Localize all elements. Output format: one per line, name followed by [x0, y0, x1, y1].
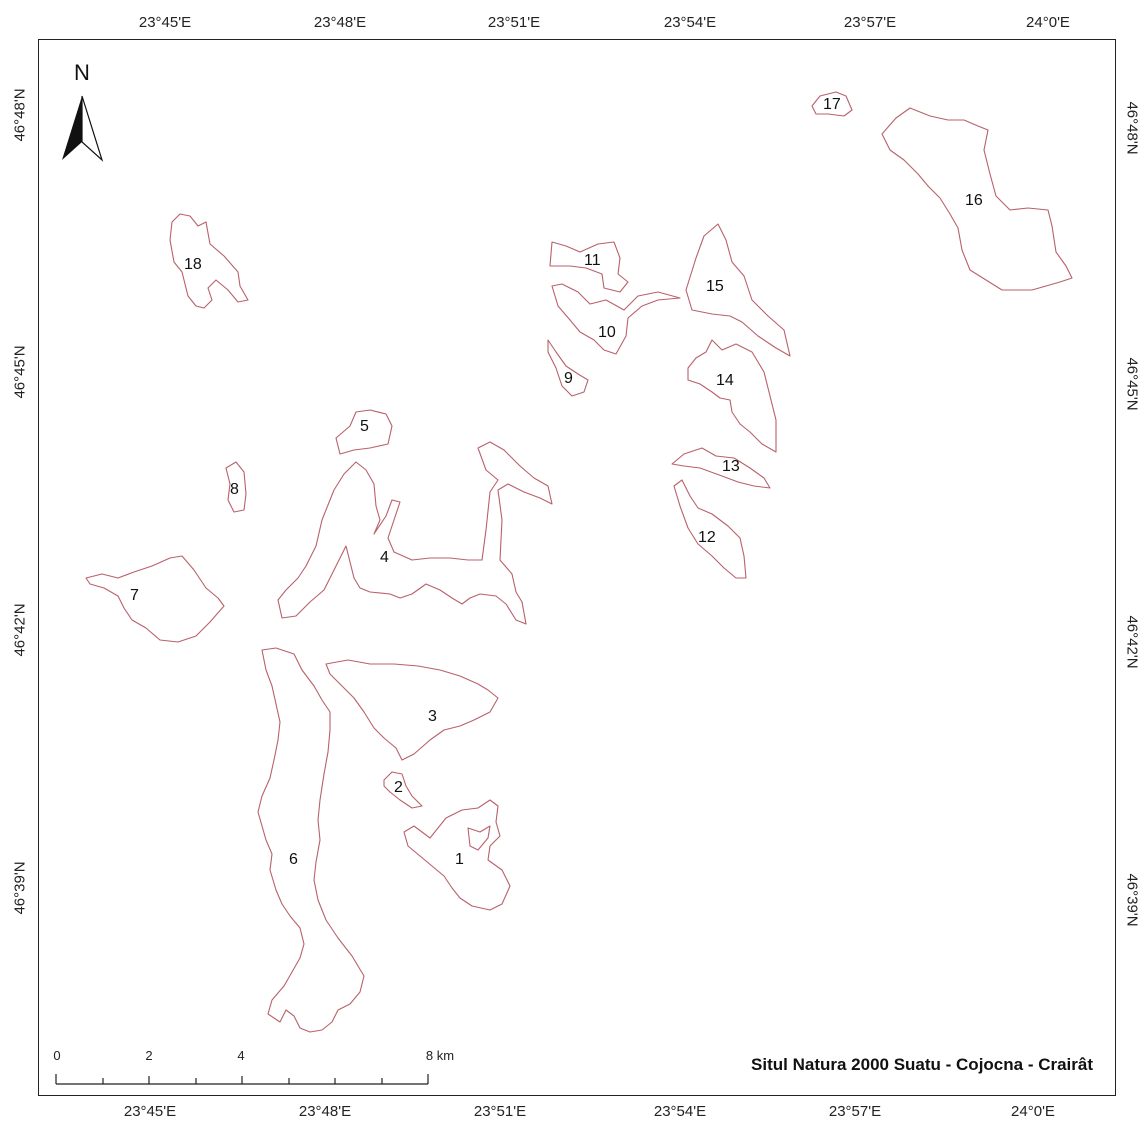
site-label: 16 [965, 192, 983, 209]
site-14-outline [687, 339, 777, 453]
top-longitude-tick: 23°48'E [313, 14, 367, 31]
site-label: 1 [455, 851, 464, 868]
site-7-outline [85, 555, 225, 643]
site-label: 13 [722, 458, 740, 475]
scale-label: 0 [53, 1048, 61, 1063]
site-16-outline [881, 107, 1073, 291]
site-label: 12 [698, 529, 716, 546]
map-frame [38, 39, 1116, 1096]
site-6-outline [257, 647, 365, 1033]
top-longitude-tick: 23°54'E [663, 14, 717, 31]
scale-label: 2 [145, 1048, 153, 1063]
top-longitude-tick: 23°45'E [138, 14, 192, 31]
site-label: 2 [394, 779, 403, 796]
site-12-outline [673, 479, 747, 579]
scale-bar [55, 1074, 429, 1085]
site-9-outline [547, 339, 589, 397]
site-3-outline [325, 659, 499, 761]
site-label: 4 [380, 549, 389, 566]
site-label: 3 [428, 708, 437, 725]
site-17-outline [811, 91, 853, 117]
site-label: 17 [823, 96, 841, 113]
bottom-longitude-tick: 23°48'E [298, 1103, 352, 1120]
bottom-longitude-tick: 24°0'E [1011, 1103, 1055, 1120]
site-label: 15 [706, 278, 724, 295]
site-label: 9 [564, 370, 573, 387]
top-longitude-tick: 24°0'E [1026, 14, 1070, 31]
bottom-longitude-tick: 23°54'E [653, 1103, 707, 1120]
site-label: 18 [184, 256, 202, 273]
scale-label: 4 [237, 1048, 245, 1063]
site-13-outline [671, 447, 771, 489]
north-label: N [74, 60, 90, 85]
bottom-longitude-tick: 23°51'E [473, 1103, 527, 1120]
site-8-outline [225, 461, 247, 513]
top-longitude-tick: 23°57'E [843, 14, 897, 31]
scale-label: 8 km [425, 1048, 455, 1063]
site-label: 8 [230, 481, 239, 498]
map-title: Situl Natura 2000 Suatu - Cojocna - Crai… [751, 1055, 1093, 1074]
site-18-outline [169, 213, 249, 309]
north-arrow-icon [62, 95, 104, 162]
site-label: 11 [584, 252, 601, 269]
site-1-outline [403, 799, 511, 911]
site-11-outline [549, 241, 629, 293]
bottom-longitude-tick: 23°57'E [828, 1103, 882, 1120]
bottom-longitude-tick: 23°45'E [123, 1103, 177, 1120]
site-10-outline [551, 283, 681, 355]
site-label: 6 [289, 851, 298, 868]
site-2-outline [383, 771, 423, 809]
top-longitude-tick: 23°51'E [487, 14, 541, 31]
site-4-outline [277, 441, 553, 625]
site-label: 14 [716, 372, 734, 389]
site-label: 7 [130, 587, 139, 604]
site-label: 5 [360, 418, 369, 435]
site-5-outline [335, 409, 393, 455]
site-15-outline [685, 223, 791, 357]
site-label: 10 [598, 324, 616, 341]
